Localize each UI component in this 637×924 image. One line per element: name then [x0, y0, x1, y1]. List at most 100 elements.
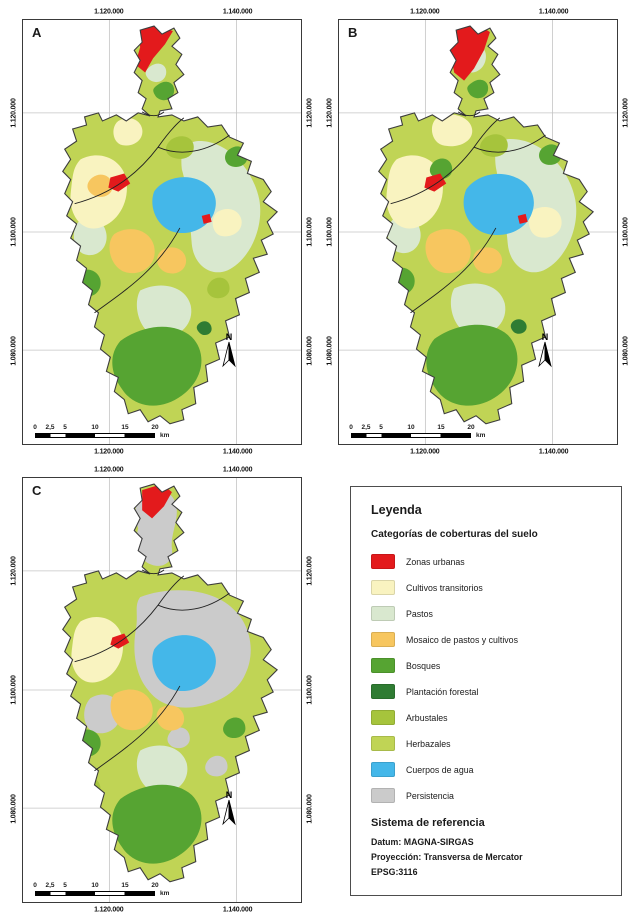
legend-item-herbazales: Herbazales — [371, 736, 601, 751]
legend-swatch — [371, 580, 395, 595]
panel-label-a: A — [32, 25, 42, 40]
land-cover-map-c — [23, 478, 301, 902]
axis-tick-label: 1.100.000 — [306, 675, 314, 705]
legend-panel: Leyenda Categorías de coberturas del sue… — [350, 486, 622, 896]
legend-swatch — [371, 762, 395, 777]
legend-item-cultivos: Cultivos transitorios — [371, 580, 601, 595]
forest-area — [112, 326, 202, 406]
north-label: N — [226, 790, 233, 800]
axis-tick-label: 1.100.000 — [10, 675, 18, 705]
urban-area — [135, 26, 173, 73]
scalebar-tick: 20 — [467, 424, 475, 431]
water-body — [463, 173, 534, 236]
scalebar-tick: 2,5 — [361, 424, 371, 431]
north-label: N — [542, 332, 549, 342]
forest-area — [426, 324, 518, 406]
scalebar-unit: km — [160, 432, 170, 439]
axis-tick-label: 1.080.000 — [622, 336, 630, 366]
forest-area — [112, 784, 202, 864]
legend-item-label: Bosques — [406, 660, 441, 671]
legend-swatch — [371, 710, 395, 725]
axis-tick-label: 1.080.000 — [306, 336, 314, 366]
reference-line: EPSG:3116 — [371, 867, 418, 877]
legend-item-label: Zonas urbanas — [406, 556, 465, 567]
scalebar-tick: 10 — [407, 424, 415, 431]
scalebar-tick: 0 — [33, 424, 37, 431]
legend-item-arbustales: Arbustales — [371, 710, 601, 725]
water-body — [152, 177, 216, 234]
legend-swatch — [371, 632, 395, 647]
scalebar-tick: 20 — [151, 424, 159, 431]
north-arrow: N — [538, 332, 552, 366]
scalebar-tick: 15 — [437, 424, 445, 431]
axis-tick-label: 1.120.000 — [326, 98, 334, 128]
legend-item-mosaico: Mosaico de pastos y cultivos — [371, 632, 601, 647]
legend-subtitle: Categorías de coberturas del suelo — [371, 529, 538, 540]
axis-tick-label: 1.120.000 — [10, 556, 18, 586]
scalebar-ticks: 0 2,5 5 10 15 20 — [349, 424, 475, 432]
map-frame-c: C N 0 2,5 5 10 15 20 km — [22, 477, 302, 903]
scalebar-bar — [351, 433, 471, 438]
legend-item-agua: Cuerpos de agua — [371, 762, 601, 777]
scale-bar: 0 2,5 5 10 15 20 km — [31, 882, 181, 897]
scalebar-tick: 15 — [121, 424, 129, 431]
axis-tick-label: 1.080.000 — [10, 336, 18, 366]
axis-tick-label: 1.120.000 — [94, 8, 124, 16]
legend-swatch — [371, 606, 395, 621]
axis-tick-label: 1.140.000 — [222, 8, 253, 16]
axis-tick-label: 1.120.000 — [94, 466, 124, 474]
legend-item-label: Pastos — [406, 608, 433, 619]
reference-title: Sistema de referencia — [371, 817, 485, 829]
scalebar-tick: 15 — [121, 882, 129, 889]
legend-items: Zonas urbanas Cultivos transitorios Pastos… — [371, 554, 601, 803]
scalebar-tick: 10 — [91, 882, 99, 889]
north-arrow: N — [222, 790, 236, 824]
axis-tick-label: 1.120.000 — [94, 448, 124, 456]
panel-label-b: B — [348, 25, 358, 40]
axis-tick-label: 1.120.000 — [410, 8, 440, 16]
axis-tick-label: 1.120.000 — [410, 448, 440, 456]
reference-lines: Datum: MAGNA-SIRGAS Proyección: Transvers… — [371, 837, 601, 877]
scalebar-tick: 0 — [33, 882, 37, 889]
legend-item-label: Cuerpos de agua — [406, 764, 474, 775]
scalebar-tick: 5 — [63, 882, 67, 889]
axis-tick-label: 1.100.000 — [622, 217, 630, 247]
north-arrow: N — [222, 332, 236, 366]
legend-swatch — [371, 554, 395, 569]
axis-tick-label: 1.120.000 — [10, 98, 18, 128]
scalebar-unit: km — [476, 432, 486, 439]
legend-item-label: Herbazales — [406, 738, 451, 749]
land-cover-map-a — [23, 20, 301, 444]
legend-title: Leyenda — [371, 503, 422, 517]
map-panel-b: B N 0 2,5 5 10 15 20 km 1.120.000 1.120.000 1.1… — [322, 6, 634, 458]
axis-tick-label: 1.140.000 — [222, 466, 253, 474]
legend-item-urbanas: Zonas urbanas — [371, 554, 601, 569]
axis-tick-label: 1.140.000 — [222, 906, 253, 914]
scale-bar: 0 2,5 5 10 15 20 km — [31, 424, 181, 439]
legend-swatch — [371, 684, 395, 699]
scalebar-ticks: 0 2,5 5 10 15 20 — [33, 882, 159, 890]
legend-item-label: Mosaico de pastos y cultivos — [406, 634, 518, 645]
axis-tick-label: 1.100.000 — [306, 217, 314, 247]
scalebar-tick: 20 — [151, 882, 159, 889]
scalebar-tick: 2,5 — [45, 882, 55, 889]
water-body — [152, 635, 216, 692]
scalebar-tick: 10 — [91, 424, 99, 431]
axis-tick-label: 1.140.000 — [538, 8, 569, 16]
land-cover-map-b — [339, 20, 617, 444]
axis-tick-label: 1.140.000 — [538, 448, 569, 456]
urban-area — [450, 26, 490, 81]
reference-line: Datum: MAGNA-SIRGAS — [371, 837, 474, 847]
map-panel-c: C N 0 2,5 5 10 15 20 km 1.120.000 1.120.000 1.1… — [6, 464, 318, 916]
axis-tick-label: 1.100.000 — [326, 217, 334, 247]
legend-swatch — [371, 788, 395, 803]
legend-item-label: Arbustales — [406, 712, 448, 723]
scalebar-tick: 2,5 — [45, 424, 55, 431]
axis-tick-label: 1.120.000 — [306, 98, 314, 128]
panel-label-c: C — [32, 483, 42, 498]
legend-item-label: Plantación forestal — [406, 686, 479, 697]
map-frame-b: B N 0 2,5 5 10 15 20 km — [338, 19, 618, 445]
legend-item-label: Persistencia — [406, 790, 454, 801]
urban-area — [142, 484, 172, 519]
